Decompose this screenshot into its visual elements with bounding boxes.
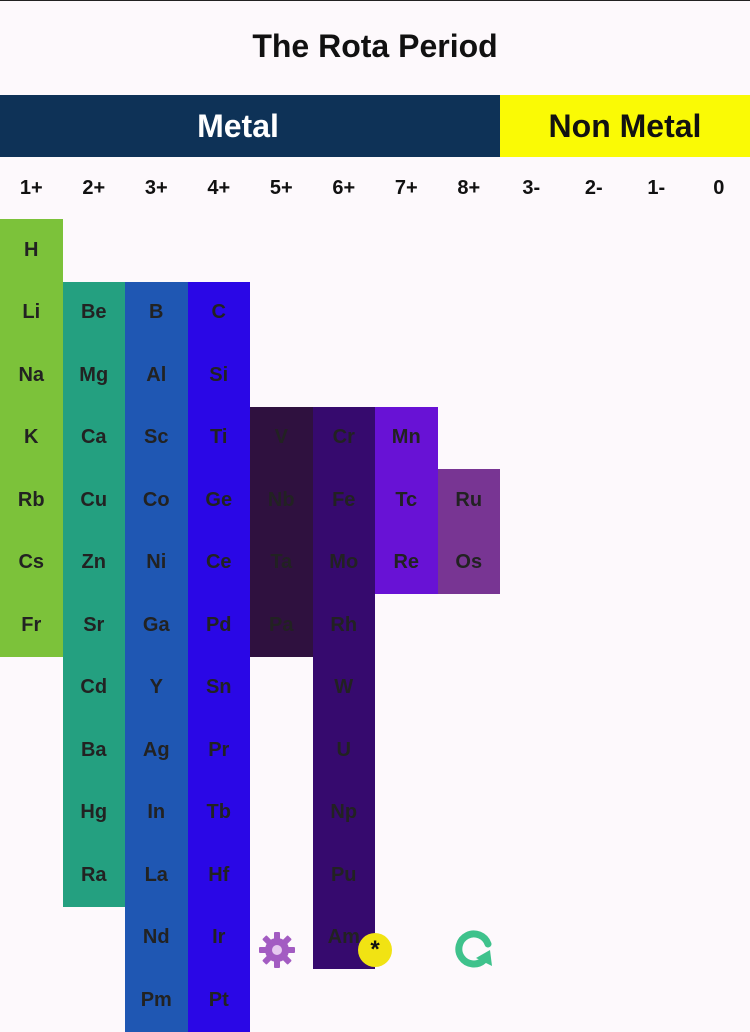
- element-cell[interactable]: Ra: [63, 844, 126, 907]
- charge-label: 3-: [500, 157, 563, 219]
- element-cell[interactable]: Ga: [125, 594, 188, 657]
- element-cell[interactable]: Fr: [0, 594, 63, 657]
- element-cell[interactable]: La: [125, 844, 188, 907]
- element-cell[interactable]: Pm: [125, 969, 188, 1032]
- element-cell[interactable]: In: [125, 782, 188, 845]
- element-cell[interactable]: Ge: [188, 469, 251, 532]
- charge-label: 3+: [125, 157, 188, 219]
- charge-label: 4+: [188, 157, 251, 219]
- non-metal-banner: Non Metal: [500, 95, 750, 157]
- element-cell[interactable]: Hf: [188, 844, 251, 907]
- top-border: [0, 0, 750, 1]
- metal-label: Metal: [197, 108, 279, 145]
- star-glyph: *: [370, 938, 379, 962]
- element-cell[interactable]: Si: [188, 344, 251, 407]
- element-cell[interactable]: Mo: [313, 532, 376, 595]
- element-cell[interactable]: Cu: [63, 469, 126, 532]
- element-cell[interactable]: Tc: [375, 469, 438, 532]
- element-cell[interactable]: Ir: [188, 907, 251, 970]
- element-cell[interactable]: Rh: [313, 594, 376, 657]
- star-icon[interactable]: *: [358, 933, 392, 967]
- element-cell[interactable]: Al: [125, 344, 188, 407]
- element-cell[interactable]: Sc: [125, 407, 188, 470]
- page-title: The Rota Period: [0, 28, 750, 65]
- charge-label: 6+: [313, 157, 376, 219]
- element-cell[interactable]: Ce: [188, 532, 251, 595]
- element-cell[interactable]: Ca: [63, 407, 126, 470]
- element-cell[interactable]: Zn: [63, 532, 126, 595]
- element-cell[interactable]: Ba: [63, 719, 126, 782]
- charge-label: 1-: [625, 157, 688, 219]
- element-cell[interactable]: Fe: [313, 469, 376, 532]
- element-cell[interactable]: Ag: [125, 719, 188, 782]
- element-cell[interactable]: B: [125, 282, 188, 345]
- element-cell[interactable]: Be: [63, 282, 126, 345]
- element-cell[interactable]: Np: [313, 782, 376, 845]
- element-cell[interactable]: Pt: [188, 969, 251, 1032]
- non-metal-label: Non Metal: [549, 108, 702, 145]
- charge-label: 0: [688, 157, 750, 219]
- element-cell[interactable]: H: [0, 219, 63, 282]
- element-cell[interactable]: Cs: [0, 532, 63, 595]
- element-cell[interactable]: Nb: [250, 469, 313, 532]
- element-cell[interactable]: Co: [125, 469, 188, 532]
- element-cell[interactable]: Tb: [188, 782, 251, 845]
- element-cell[interactable]: Ru: [438, 469, 501, 532]
- charge-label: 2+: [63, 157, 126, 219]
- reload-icon[interactable]: [450, 930, 494, 970]
- element-cell[interactable]: Ni: [125, 532, 188, 595]
- element-cell[interactable]: K: [0, 407, 63, 470]
- element-cell[interactable]: Pd: [188, 594, 251, 657]
- element-cell[interactable]: Nd: [125, 907, 188, 970]
- element-cell[interactable]: Ti: [188, 407, 251, 470]
- element-cell[interactable]: U: [313, 719, 376, 782]
- charge-label: 7+: [375, 157, 438, 219]
- metal-banner: Metal: [0, 95, 500, 157]
- element-cell[interactable]: Mn: [375, 407, 438, 470]
- charge-label: 1+: [0, 157, 63, 219]
- element-cell[interactable]: Mg: [63, 344, 126, 407]
- element-cell[interactable]: Sn: [188, 657, 251, 720]
- element-cell[interactable]: Ta: [250, 532, 313, 595]
- element-cell[interactable]: Hg: [63, 782, 126, 845]
- charge-label: 8+: [438, 157, 501, 219]
- charge-label: 5+: [250, 157, 313, 219]
- element-cell[interactable]: W: [313, 657, 376, 720]
- element-cell[interactable]: Sr: [63, 594, 126, 657]
- element-cell[interactable]: Pa: [250, 594, 313, 657]
- element-cell[interactable]: Na: [0, 344, 63, 407]
- element-cell[interactable]: Pu: [313, 844, 376, 907]
- element-cell[interactable]: Cr: [313, 407, 376, 470]
- element-cell[interactable]: C: [188, 282, 251, 345]
- element-cell[interactable]: Cd: [63, 657, 126, 720]
- element-cell[interactable]: Li: [0, 282, 63, 345]
- element-cell[interactable]: Rb: [0, 469, 63, 532]
- element-cell[interactable]: Pr: [188, 719, 251, 782]
- charge-label: 2-: [563, 157, 626, 219]
- element-cell[interactable]: V: [250, 407, 313, 470]
- gear-icon[interactable]: [257, 930, 297, 970]
- element-cell[interactable]: Os: [438, 532, 501, 595]
- element-cell[interactable]: Re: [375, 532, 438, 595]
- charge-header-row: 1+2+3+4+5+6+7+8+3-2-1-0: [0, 157, 750, 219]
- element-cell[interactable]: Y: [125, 657, 188, 720]
